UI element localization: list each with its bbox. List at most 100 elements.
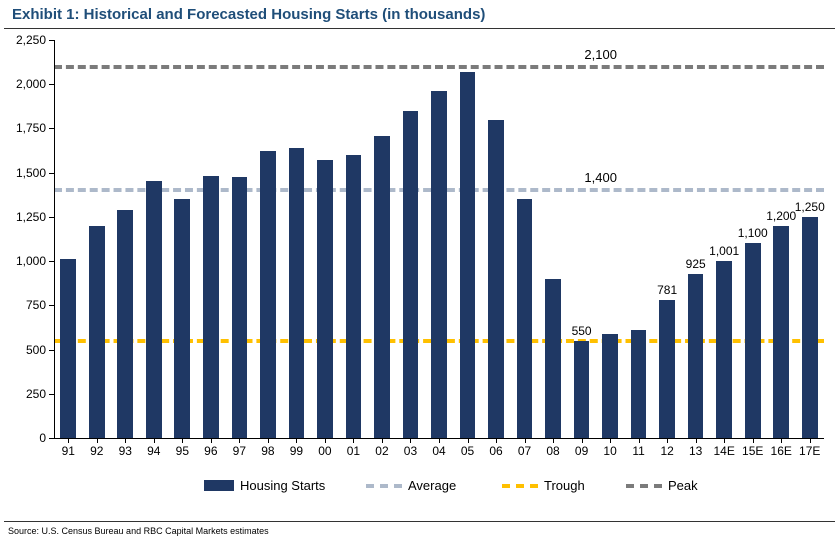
plot-area: 1,4002,1005507819251,0011,1001,2001,250 — [54, 40, 824, 438]
chart-area: 1,4002,1005507819251,0011,1001,2001,2500… — [4, 30, 835, 520]
x-tick — [696, 438, 697, 443]
x-tick-label: 08 — [546, 444, 559, 458]
x-tick — [610, 438, 611, 443]
legend-item-trough: Trough — [502, 478, 585, 493]
bar — [203, 176, 219, 438]
y-tick-label: 1,250 — [16, 210, 46, 224]
x-tick — [553, 438, 554, 443]
bar — [659, 300, 675, 438]
y-tick-label: 500 — [26, 343, 46, 357]
x-tick-label: 93 — [119, 444, 132, 458]
x-tick-label: 04 — [432, 444, 445, 458]
ref-label-peak: 2,100 — [584, 47, 617, 62]
bar — [688, 274, 704, 438]
bar — [260, 151, 276, 438]
x-tick-label: 91 — [62, 444, 75, 458]
y-tick-label: 2,000 — [16, 77, 46, 91]
legend-swatch — [626, 484, 662, 488]
y-tick-label: 1,750 — [16, 121, 46, 135]
y-tick-label: 1,500 — [16, 166, 46, 180]
rule-top — [4, 28, 835, 29]
x-tick-label: 17E — [799, 444, 820, 458]
x-tick — [353, 438, 354, 443]
x-tick-label: 05 — [461, 444, 474, 458]
bar — [773, 226, 789, 438]
x-tick — [125, 438, 126, 443]
y-tick — [49, 394, 54, 395]
bar — [716, 261, 732, 438]
y-tick-label: 1,000 — [16, 254, 46, 268]
bar — [431, 91, 447, 438]
x-tick — [667, 438, 668, 443]
x-tick — [724, 438, 725, 443]
legend-swatch — [366, 484, 402, 488]
bar — [60, 259, 76, 438]
ref-line-peak — [54, 65, 824, 69]
y-tick — [49, 128, 54, 129]
x-tick — [325, 438, 326, 443]
rule-bottom — [4, 521, 835, 522]
legend-swatch — [502, 484, 538, 488]
y-tick — [49, 350, 54, 351]
source-text: Source: U.S. Census Bureau and RBC Capit… — [8, 526, 269, 536]
legend-label: Average — [408, 478, 456, 493]
y-tick-label: 2,250 — [16, 33, 46, 47]
x-tick — [439, 438, 440, 443]
y-axis — [54, 40, 55, 438]
bar-label: 1,250 — [795, 200, 825, 214]
x-tick-label: 95 — [176, 444, 189, 458]
x-tick — [753, 438, 754, 443]
x-tick-label: 02 — [375, 444, 388, 458]
legend-item-peak: Peak — [626, 478, 698, 493]
bar-label: 781 — [657, 283, 677, 297]
legend-item-average: Average — [366, 478, 456, 493]
x-tick-label: 07 — [518, 444, 531, 458]
x-tick — [496, 438, 497, 443]
bar — [631, 330, 647, 438]
x-tick — [639, 438, 640, 443]
y-tick-label: 250 — [26, 387, 46, 401]
y-tick — [49, 84, 54, 85]
x-tick — [382, 438, 383, 443]
bar — [317, 160, 333, 438]
bar — [232, 177, 248, 438]
x-tick-label: 09 — [575, 444, 588, 458]
legend-swatch — [204, 480, 234, 491]
x-tick — [182, 438, 183, 443]
x-tick-label: 13 — [689, 444, 702, 458]
exhibit-container: Exhibit 1: Historical and Forecasted Hou… — [0, 0, 839, 549]
bar — [89, 226, 105, 438]
bar — [802, 217, 818, 438]
x-tick — [810, 438, 811, 443]
x-tick-label: 01 — [347, 444, 360, 458]
x-tick — [468, 438, 469, 443]
x-tick-label: 15E — [742, 444, 763, 458]
bar-label: 925 — [686, 257, 706, 271]
x-tick-label: 06 — [489, 444, 502, 458]
x-tick — [410, 438, 411, 443]
x-tick — [239, 438, 240, 443]
x-tick — [296, 438, 297, 443]
bar — [289, 148, 305, 438]
y-tick — [49, 217, 54, 218]
bar — [488, 120, 504, 438]
x-tick — [781, 438, 782, 443]
bar-label: 550 — [572, 324, 592, 338]
x-tick-label: 99 — [290, 444, 303, 458]
x-tick-label: 94 — [147, 444, 160, 458]
y-tick — [49, 438, 54, 439]
y-tick — [49, 173, 54, 174]
x-tick-label: 96 — [204, 444, 217, 458]
ref-label-average: 1,400 — [584, 170, 617, 185]
x-tick — [582, 438, 583, 443]
x-tick-label: 98 — [261, 444, 274, 458]
bar-label: 1,100 — [738, 226, 768, 240]
bar — [374, 136, 390, 438]
x-tick — [211, 438, 212, 443]
legend-label: Housing Starts — [240, 478, 325, 493]
x-tick — [154, 438, 155, 443]
x-tick — [97, 438, 98, 443]
x-tick-label: 00 — [318, 444, 331, 458]
legend-label: Peak — [668, 478, 698, 493]
legend-label: Trough — [544, 478, 585, 493]
